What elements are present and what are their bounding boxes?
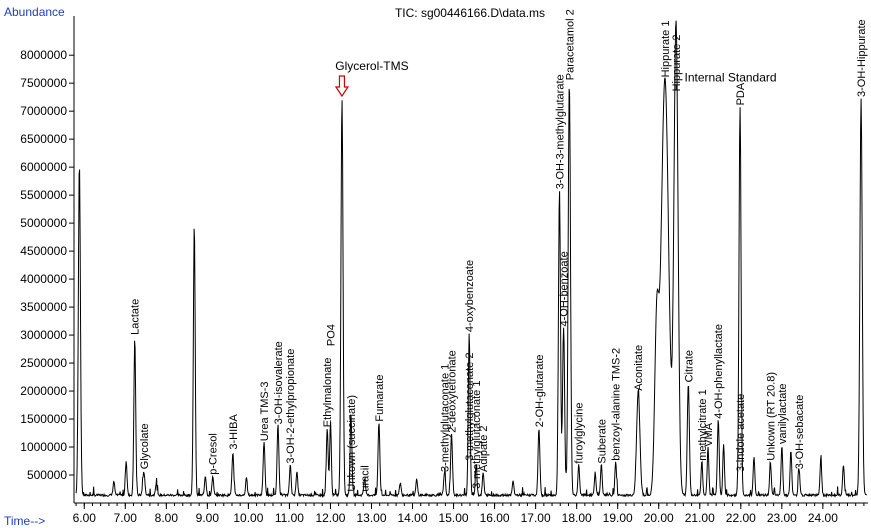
peak-label: Citrate xyxy=(683,350,695,382)
x-tick-label: 22.00 xyxy=(726,511,756,525)
peak-label: Hippurate 1 xyxy=(660,21,672,78)
y-tick-label: 8000000 xyxy=(20,48,67,62)
peak-label: Glycolate xyxy=(139,423,151,469)
peak-label: p-Cresol xyxy=(208,433,220,475)
peak-label: Urea TMS-3 xyxy=(259,381,271,441)
peak-label: 3-OH-3-methylglutarate xyxy=(554,74,566,189)
x-tick-label: 14.00 xyxy=(398,511,428,525)
y-tick-label: 1000000 xyxy=(20,440,67,454)
x-tick-label: 18.00 xyxy=(562,511,592,525)
peak-label: 4-OH-phenyllactate xyxy=(713,324,725,419)
y-tick-label: 3500000 xyxy=(20,300,67,314)
y-axis-ticks: 500000 1000000 1500000 2000000 2500000 300000… xyxy=(20,48,74,482)
x-tick-label: 12.00 xyxy=(315,511,345,525)
y-axis-label: Abundance xyxy=(4,5,65,19)
x-tick-label: 11.00 xyxy=(275,511,304,525)
peak-label: 3-indole acetate xyxy=(735,394,747,472)
x-tick-label: 16.00 xyxy=(480,511,510,525)
peak-label: 2-OH-glutarate xyxy=(534,354,546,427)
x-axis-ticks: 6.00 7.00 8.00 9.00 10.00 11.00 12.00 13.00 14.0… xyxy=(73,503,865,525)
x-tick-label: 6.00 xyxy=(73,511,97,525)
y-tick-label: 6500000 xyxy=(20,132,67,146)
peak-label: 3-OH-isovalerate xyxy=(273,341,285,424)
glycerol-tms-label: Glycerol-TMS xyxy=(335,59,408,73)
x-tick-label: 8.00 xyxy=(155,511,179,525)
peak-label: 3-HIBA xyxy=(228,413,240,449)
x-tick-label: 10.00 xyxy=(233,511,263,525)
y-tick-label: 2000000 xyxy=(20,384,67,398)
y-tick-label: 6000000 xyxy=(20,160,67,174)
glycerol-tms-highlight: Glycerol-TMS xyxy=(334,59,409,98)
peak-label: furoylglycine xyxy=(574,402,586,463)
peak-label: 3-methylglutaconate 1 xyxy=(471,381,483,489)
x-axis-label: Time--> xyxy=(4,514,45,528)
tic-trace-line xyxy=(75,20,868,499)
peak-label: 4-OH-benzoate xyxy=(559,251,571,326)
peak-label: Hippurate 2 xyxy=(671,35,683,92)
peak-label: uracil xyxy=(360,465,372,491)
x-tick-label: 13.00 xyxy=(356,511,386,525)
peak-label: Fumarate xyxy=(374,375,386,422)
peak-label: 2-deoxytetronate xyxy=(447,350,459,433)
y-tick-label: 1500000 xyxy=(20,412,67,426)
y-tick-label: 7500000 xyxy=(20,76,67,90)
y-tick-label: 3000000 xyxy=(20,328,67,342)
peak-label: Aconitate xyxy=(633,345,645,391)
peak-label: 3-OH-Hippurate xyxy=(856,19,868,97)
x-tick-label: 15.00 xyxy=(439,511,469,525)
peak-label: Paracetamol 2 xyxy=(564,9,576,80)
peak-label: 3-methylglutaconate 2 xyxy=(464,353,476,461)
chart-title: TIC: sg00446166.D\data.ms xyxy=(395,6,545,20)
y-tick-label: 500000 xyxy=(27,468,67,482)
peak-label: Unkown (succinate) xyxy=(346,395,358,492)
peak-label: 3-OH-2-ethylpropionate xyxy=(285,349,297,464)
peak-label: Ethylmalonate xyxy=(322,357,334,427)
y-tick-label: 5500000 xyxy=(20,188,67,202)
x-tick-label: 23.00 xyxy=(767,511,797,525)
peak-label: vanilylactate xyxy=(777,383,789,444)
y-tick-label: 7000000 xyxy=(20,104,67,118)
y-tick-label: 2500000 xyxy=(20,356,67,370)
y-tick-label: 4000000 xyxy=(20,272,67,286)
x-tick-label: 21.00 xyxy=(685,511,715,525)
x-tick-label: 24.00 xyxy=(808,511,838,525)
peak-labels: Lactate Glycolate p-Cresol 3-HIBA Urea TMS-3… xyxy=(130,9,868,491)
x-tick-label: 20.00 xyxy=(644,511,674,525)
peak-label: 3-OH-sebacate xyxy=(794,395,806,470)
peak-label: Suberate xyxy=(596,419,608,464)
x-tick-label: 9.00 xyxy=(196,511,220,525)
peak-label: PDA xyxy=(735,82,747,105)
x-tick-label: 17.00 xyxy=(521,511,551,525)
peak-label: Lactate xyxy=(130,299,142,335)
peak-label: VMA xyxy=(703,422,715,447)
x-tick-label: 7.00 xyxy=(114,511,138,525)
peak-label: 3-methylglutaconate 1 xyxy=(440,364,452,472)
peak-label: PO4 xyxy=(326,324,338,346)
y-tick-label: 5000000 xyxy=(20,216,67,230)
internal-standard-label: Internal Standard xyxy=(685,71,777,85)
x-tick-label: 19.00 xyxy=(603,511,633,525)
down-arrow-icon xyxy=(334,75,350,98)
peak-label: Unkown (RT 20.8) xyxy=(765,372,777,461)
y-tick-label: 4500000 xyxy=(20,244,67,258)
peak-label: Adipate 2 xyxy=(478,426,490,472)
peak-label: methylcitrate 1 xyxy=(697,389,709,461)
peak-label: 4-oxybenzoate xyxy=(464,260,476,332)
peak-label: benzoyl-alanine TMS-2 xyxy=(611,348,623,461)
